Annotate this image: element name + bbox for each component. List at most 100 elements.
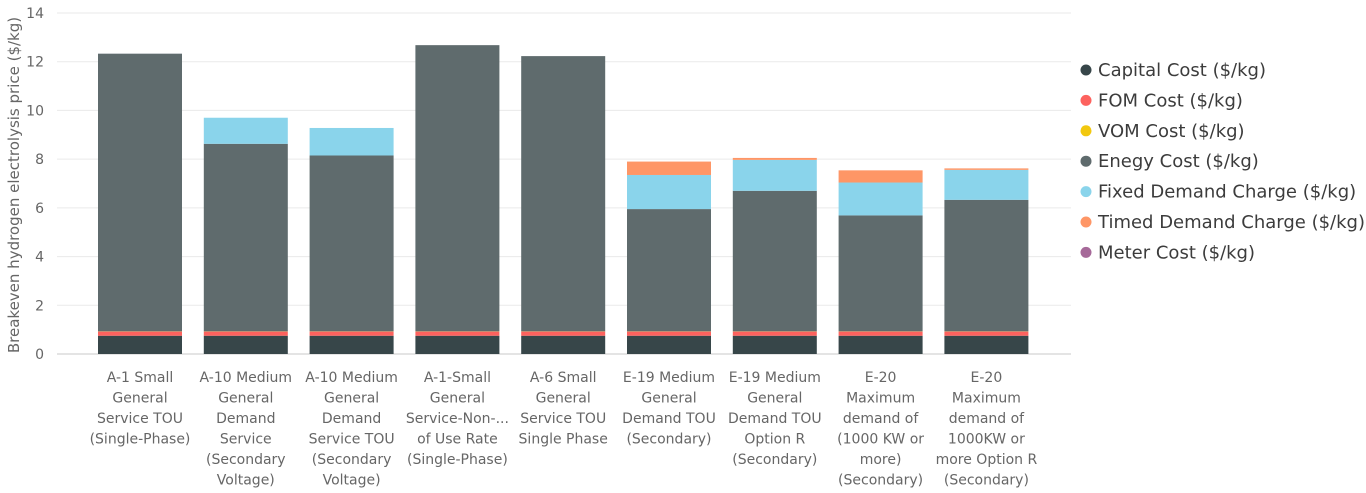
bar-segment (203, 331, 288, 336)
y-axis: 0 2 4 6 8 10 12 14 (26, 6, 44, 363)
bar-segment (309, 335, 394, 354)
x-category-label-line: Service (220, 432, 272, 448)
legend-marker (1080, 216, 1092, 228)
bar-segment (521, 335, 606, 354)
legend-marker (1080, 64, 1092, 76)
legend-label: VOM Cost ($/kg) (1098, 121, 1245, 142)
bar-segment (98, 335, 182, 354)
y-tick-label: 10 (26, 103, 44, 119)
bar-segment (415, 331, 500, 336)
x-category-label-line: (Secondary) (838, 473, 923, 489)
y-tick-label: 0 (35, 347, 44, 363)
legend-marker (1080, 125, 1092, 137)
x-category-label-line: (Secondary) (944, 473, 1029, 489)
bar-segment (98, 53, 182, 332)
bar-segment (627, 331, 711, 336)
bar-segment (944, 169, 1029, 200)
bar-segment (203, 143, 288, 332)
x-category-label-line: General (536, 391, 591, 407)
y-tick-label: 12 (26, 55, 44, 71)
x-category-label-line: more Option R (936, 452, 1038, 468)
x-category-label: E-19 Medium General Demand TOU (Secondary) (622, 370, 716, 448)
x-category-label-line: (1000 KW or (837, 432, 924, 448)
x-category-label-line: Demand TOU (728, 411, 822, 427)
x-category-label-line: (Single-Phase) (407, 452, 508, 468)
x-category-label-line: A-10 Medium (305, 370, 398, 386)
x-category-label-line: (Single-Phase) (90, 432, 191, 448)
x-category-label-line: General (112, 391, 167, 407)
x-category-label-line: E-19 Medium (729, 370, 821, 386)
y-tick-label: 14 (26, 6, 44, 22)
x-category-label-line: Demand TOU (622, 411, 716, 427)
x-category-label: A-1 Small General Service TOU (Single-Phase… (90, 370, 191, 448)
x-category-label: A-10 Medium General Demand Service TOU (Seco… (305, 370, 398, 489)
y-tick-label: 2 (35, 298, 44, 314)
x-category-label: E-19 Medium General Demand TOU Option R (Sec… (728, 370, 822, 468)
x-category-label-line: General (324, 391, 379, 407)
bar-segment (732, 159, 817, 191)
x-category-label-line: A-1 Small (107, 370, 174, 386)
bar-segment (838, 170, 923, 183)
bar-segment (838, 335, 923, 354)
x-category-label-line: Maximum (846, 391, 915, 407)
bar-segment (627, 174, 711, 210)
x-category-label-line: E-20 (865, 370, 897, 386)
bar-segment (415, 335, 500, 354)
x-category-label-line: Service TOU (520, 411, 606, 427)
bar-segment (98, 331, 182, 336)
legend-label: Enegy Cost ($/kg) (1098, 151, 1259, 172)
legend-marker (1080, 246, 1092, 258)
x-category-label-line: Demand (216, 411, 275, 427)
x-category-label-line: (Secondary (312, 452, 392, 468)
bar-segment (203, 335, 288, 354)
bar-segment (732, 331, 817, 336)
x-category-label: A-6 Small General Service TOU Single Phase (519, 370, 608, 448)
bar-segment (944, 331, 1029, 336)
bar-segment (838, 182, 923, 216)
bar-segment (944, 168, 1029, 170)
legend-marker (1080, 94, 1092, 106)
x-category-label: A-10 Medium General Demand Service (Secondar… (200, 370, 293, 489)
x-category-label-line: Demand (322, 411, 381, 427)
legend-label: Fixed Demand Charge ($/kg) (1098, 182, 1356, 203)
legend: Capital Cost ($/kg) FOM Cost ($/kg) VOM Co… (1080, 60, 1365, 263)
legend-label: FOM Cost ($/kg) (1098, 90, 1243, 111)
bar-segment (415, 45, 500, 332)
x-category-label: E-20 Maximum demand of 1000KW or more Option… (936, 370, 1038, 489)
legend-marker (1080, 186, 1092, 198)
x-category-label-line: (Secondary) (732, 452, 817, 468)
bar-segment (944, 335, 1029, 354)
legend-label: Meter Cost ($/kg) (1098, 242, 1255, 263)
bar-segment (521, 56, 606, 332)
x-category-label-line: Voltage) (217, 473, 275, 489)
x-category-label-line: General (218, 391, 273, 407)
y-tick-label: 6 (35, 201, 44, 217)
x-category-label-line: (Secondary) (626, 432, 711, 448)
bar-segment (309, 331, 394, 336)
bar-segment (838, 215, 923, 332)
bar-segment (732, 190, 817, 332)
x-category-label-line: Option R (744, 432, 805, 448)
x-category-label-line: Voltage) (323, 473, 381, 489)
x-category-label-line: General (430, 391, 485, 407)
x-category-label-line: demand of (949, 411, 1025, 427)
y-axis-label: Breakeven hydrogen electrolysis price ($… (5, 17, 23, 353)
x-category-label-line: A-10 Medium (200, 370, 293, 386)
x-category-label-line: E-20 (971, 370, 1003, 386)
bar-segment (309, 155, 394, 332)
bar-segment (627, 209, 711, 332)
x-category-label-line: General (641, 391, 696, 407)
y-tick-label: 4 (35, 250, 44, 266)
x-category-label-line: of Use Rate (417, 432, 498, 448)
x-category-label-line: A-1-Small (424, 370, 491, 386)
bar-segment (309, 127, 394, 156)
x-category-label-line: Service TOU (97, 411, 183, 427)
x-category-label-line: Maximum (952, 391, 1021, 407)
x-category-label-line: General (747, 391, 802, 407)
x-category-label-line: Service TOU (309, 432, 395, 448)
x-category-label-line: demand of (843, 411, 919, 427)
x-category-label-line: 1000KW or (948, 432, 1025, 448)
x-category-label-line: (Secondary (206, 452, 286, 468)
x-category-label-line: Service-Non-... (406, 411, 509, 427)
